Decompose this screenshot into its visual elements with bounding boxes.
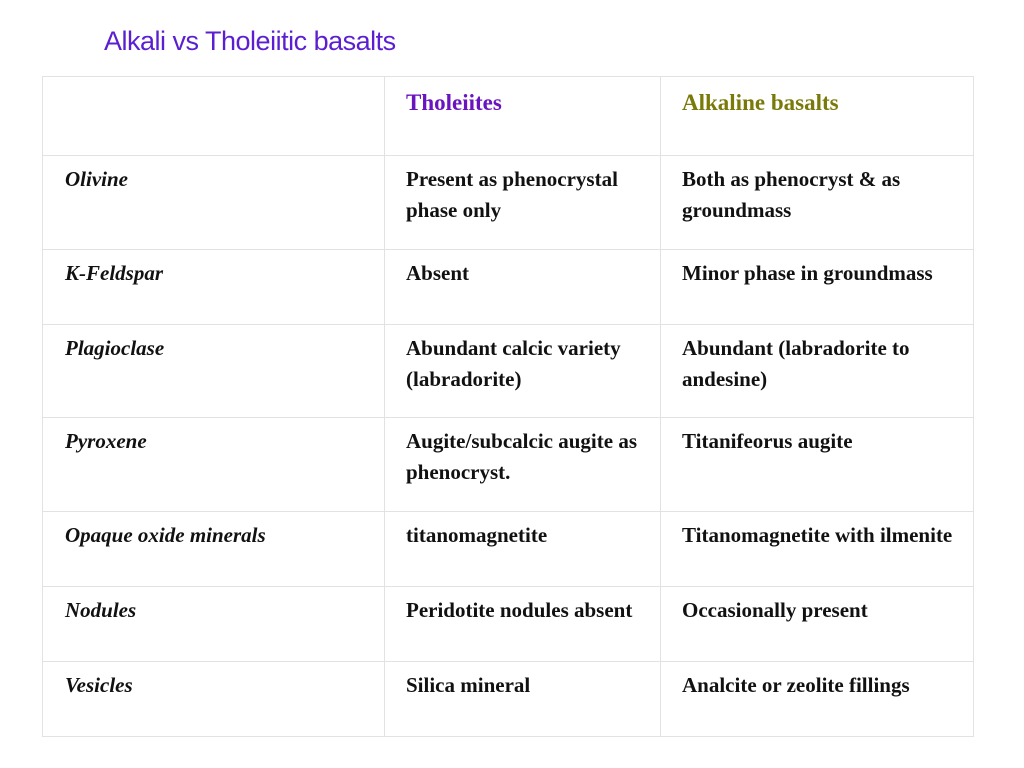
row-alkaline-value: Minor phase in groundmass — [660, 249, 974, 325]
comparison-table: Tholeiites Alkaline basalts Olivine Pres… — [42, 76, 974, 737]
row-tholeiites-value: Absent — [384, 249, 661, 325]
table-row: Nodules Peridotite nodules absent Occasi… — [42, 586, 974, 662]
table-row: Vesicles Silica mineral Analcite or zeol… — [42, 661, 974, 737]
table-row: Olivine Present as phenocrystal phase on… — [42, 155, 974, 250]
table-header-row: Tholeiites Alkaline basalts — [42, 76, 974, 156]
row-alkaline-value: Titanomagnetite with ilmenite — [660, 511, 974, 587]
row-tholeiites-value: Abundant calcic variety (labradorite) — [384, 324, 661, 418]
table-row: Opaque oxide minerals titanomagnetite Ti… — [42, 511, 974, 587]
header-alkaline-basalts: Alkaline basalts — [660, 76, 974, 156]
table-row: Plagioclase Abundant calcic variety (lab… — [42, 324, 974, 418]
row-alkaline-value: Analcite or zeolite fillings — [660, 661, 974, 737]
row-tholeiites-value: Augite/subcalcic augite as phenocryst. — [384, 417, 661, 512]
row-property: Olivine — [42, 155, 385, 250]
row-tholeiites-value: Peridotite nodules absent — [384, 586, 661, 662]
row-property: Opaque oxide minerals — [42, 511, 385, 587]
slide-title: Alkali vs Tholeiitic basalts — [104, 26, 396, 56]
row-tholeiites-value: titanomagnetite — [384, 511, 661, 587]
row-tholeiites-value: Present as phenocrystal phase only — [384, 155, 661, 250]
row-alkaline-value: Occasionally present — [660, 586, 974, 662]
table-row: K-Feldspar Absent Minor phase in groundm… — [42, 249, 974, 325]
table-row: Pyroxene Augite/subcalcic augite as phen… — [42, 417, 974, 512]
header-blank-cell — [42, 76, 385, 156]
row-property: K-Feldspar — [42, 249, 385, 325]
row-alkaline-value: Both as phenocryst & as groundmass — [660, 155, 974, 250]
header-tholeiites: Tholeiites — [384, 76, 661, 156]
row-property: Vesicles — [42, 661, 385, 737]
row-alkaline-value: Abundant (labradorite to andesine) — [660, 324, 974, 418]
row-property: Plagioclase — [42, 324, 385, 418]
row-alkaline-value: Titanifeorus augite — [660, 417, 974, 512]
row-property: Nodules — [42, 586, 385, 662]
row-property: Pyroxene — [42, 417, 385, 512]
row-tholeiites-value: Silica mineral — [384, 661, 661, 737]
